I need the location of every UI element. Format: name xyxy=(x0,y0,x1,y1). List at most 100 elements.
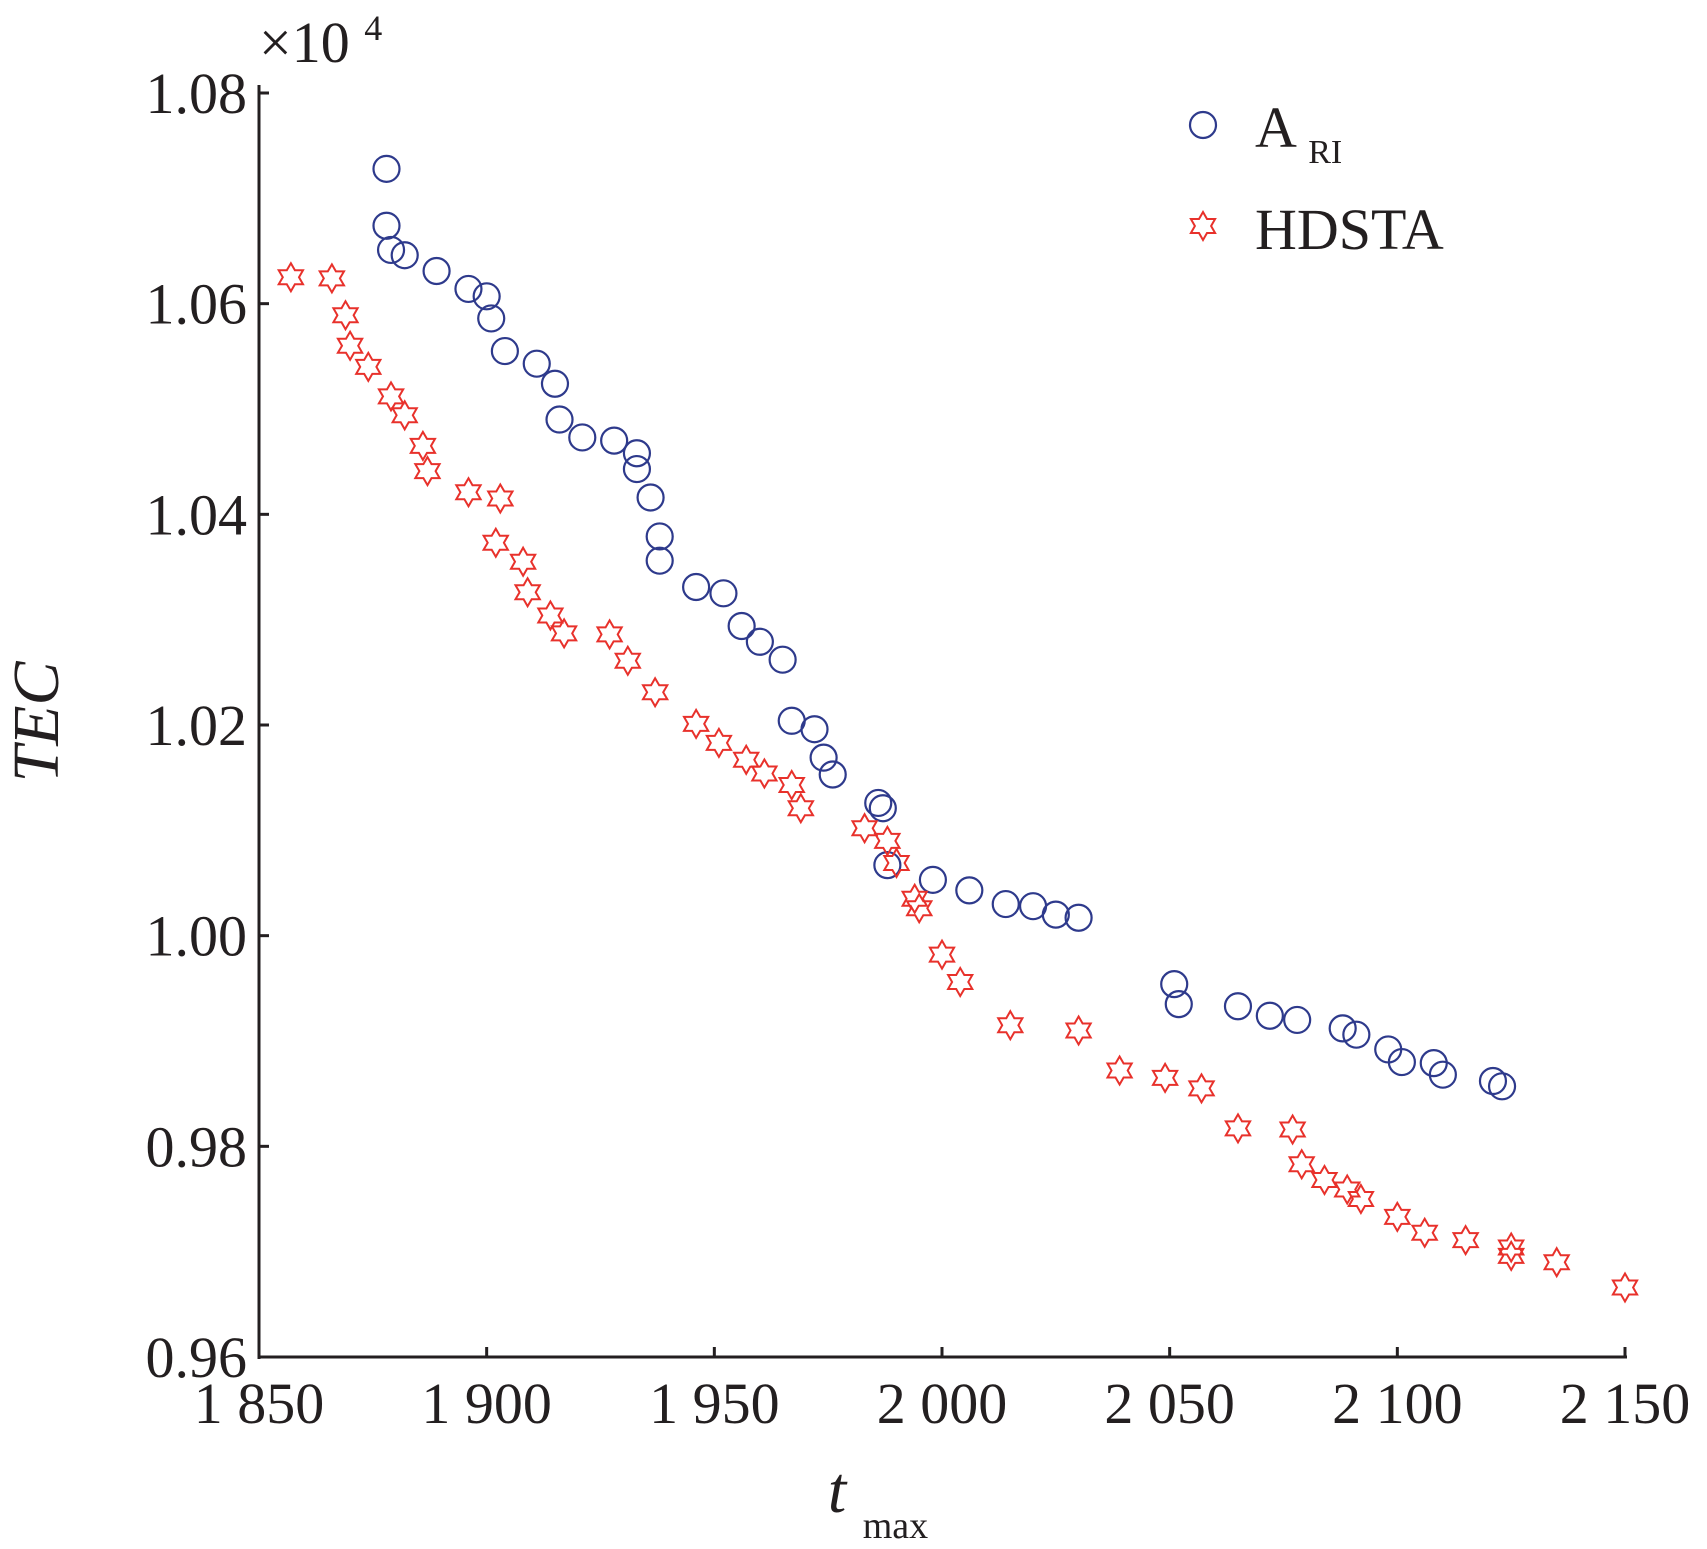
ari-point xyxy=(1328,1014,1357,1043)
y-multiplier-exponent: 4 xyxy=(364,8,382,48)
ari-point xyxy=(1164,990,1193,1019)
hdsta-point xyxy=(1410,1216,1439,1249)
ari-point xyxy=(372,154,401,183)
hdsta-point xyxy=(750,757,779,790)
hdsta-point xyxy=(1278,1113,1307,1146)
legend-label-hdsta-text: HDSTA xyxy=(1255,197,1444,262)
ari-point xyxy=(1419,1049,1448,1078)
hdsta-point xyxy=(454,476,483,509)
ari-point xyxy=(682,572,711,602)
y-tick-label: 0.98 xyxy=(146,1114,248,1179)
ari-point xyxy=(1428,1060,1457,1089)
hdsta-point xyxy=(413,455,442,488)
y-multiplier-label: ×10 4 xyxy=(259,8,382,75)
legend-hexagram-marker xyxy=(1189,209,1217,243)
ari-point xyxy=(490,336,519,366)
hdsta-point xyxy=(900,882,929,915)
legend-marker-ari xyxy=(1188,110,1218,140)
ari-point xyxy=(1041,900,1070,929)
ari-point xyxy=(768,645,797,674)
ari-point xyxy=(1387,1047,1416,1077)
hdsta-point xyxy=(1497,1239,1526,1272)
hdsta-point xyxy=(1451,1224,1480,1257)
ari-point xyxy=(645,522,674,551)
hdsta-point xyxy=(1151,1061,1179,1094)
ari-point xyxy=(372,211,401,240)
ari-point xyxy=(1487,1072,1517,1101)
ari-point xyxy=(622,454,652,484)
legend-marker-hdsta xyxy=(1189,209,1217,243)
y-axis-ticks: 0.96 0.98 1.00 1.02 1.04 1.06 1.08 xyxy=(146,61,269,1390)
x-axis: 1 850 1 900 1 950 2 000 2 050 2 100 2 150 xyxy=(194,1347,1690,1436)
ari-point xyxy=(1160,970,1189,999)
hdsta-point xyxy=(996,1009,1025,1042)
ari-point xyxy=(955,876,984,905)
series-hdsta-markers xyxy=(276,261,1639,1304)
hdsta-point xyxy=(1383,1200,1412,1233)
y-tick-label: 1.02 xyxy=(146,693,248,758)
hdsta-point xyxy=(1064,1014,1093,1047)
ari-point xyxy=(376,235,406,265)
x-tick-label: 1 850 xyxy=(194,1371,325,1436)
hdsta-point xyxy=(1333,1173,1362,1206)
ari-point xyxy=(568,423,597,452)
y-axis: 0.96 0.98 1.00 1.02 1.04 1.06 1.08 xyxy=(146,61,269,1390)
hdsta-point xyxy=(905,892,934,925)
hdsta-point xyxy=(550,617,578,650)
hdsta-point xyxy=(336,329,364,362)
ari-point xyxy=(636,483,665,512)
y-tick-label: 1.00 xyxy=(146,904,248,969)
hdsta-point xyxy=(595,618,624,651)
hdsta-point xyxy=(509,545,537,578)
y-tick-label: 1.06 xyxy=(146,272,248,337)
ari-point xyxy=(727,611,756,641)
hdsta-point xyxy=(1497,1231,1526,1264)
ari-point xyxy=(545,405,574,434)
hdsta-point xyxy=(1611,1271,1639,1304)
x-tick-label: 1 950 xyxy=(649,1371,780,1436)
y-tick-label: 1.04 xyxy=(146,482,248,547)
legend-label-ari-text: A xyxy=(1255,95,1297,160)
hdsta-point xyxy=(1224,1112,1252,1145)
hdsta-point xyxy=(850,812,879,845)
ari-point xyxy=(622,439,652,468)
hdsta-point xyxy=(873,824,902,857)
ari-point xyxy=(645,546,674,575)
series-ari-markers xyxy=(372,154,1517,1101)
hdsta-point xyxy=(1187,1072,1216,1105)
legend: A RI HDSTA xyxy=(1188,95,1444,262)
ari-point xyxy=(522,349,551,378)
ari-point xyxy=(873,850,902,880)
hdsta-point xyxy=(882,847,911,879)
x-axis-title-subscript: max xyxy=(863,1505,928,1547)
ari-point xyxy=(1223,992,1253,1021)
y-tick-label: 0.96 xyxy=(146,1325,248,1390)
x-tick-label: 1 900 xyxy=(421,1371,552,1436)
hdsta-point xyxy=(513,576,542,609)
x-axis-ticks: 1 850 1 900 1 950 2 000 2 050 2 100 2 150 xyxy=(194,1347,1690,1436)
ari-point xyxy=(918,865,947,894)
legend-label-ari-subscript: RI xyxy=(1308,134,1342,171)
ari-point xyxy=(390,241,419,270)
hdsta-point xyxy=(276,261,305,294)
ari-point xyxy=(1478,1066,1508,1096)
ari-point xyxy=(1064,903,1093,932)
hdsta-point xyxy=(1287,1148,1316,1181)
ari-point xyxy=(818,760,847,789)
hdsta-point xyxy=(705,726,733,759)
hdsta-point xyxy=(331,299,360,332)
ari-point xyxy=(745,627,774,656)
hdsta-point xyxy=(777,769,806,801)
x-tick-label: 2 000 xyxy=(877,1371,1008,1436)
ari-point xyxy=(864,788,893,818)
hdsta-point xyxy=(928,938,956,971)
x-tick-label: 2 050 xyxy=(1104,1371,1235,1436)
hdsta-point xyxy=(786,792,815,825)
hdsta-point xyxy=(682,707,710,740)
ari-point xyxy=(1342,1020,1371,1049)
hdsta-point xyxy=(390,399,419,432)
hdsta-point xyxy=(536,599,565,632)
ari-point xyxy=(1255,1001,1284,1030)
y-axis-title: TEC xyxy=(0,661,73,783)
ari-point xyxy=(800,715,829,744)
